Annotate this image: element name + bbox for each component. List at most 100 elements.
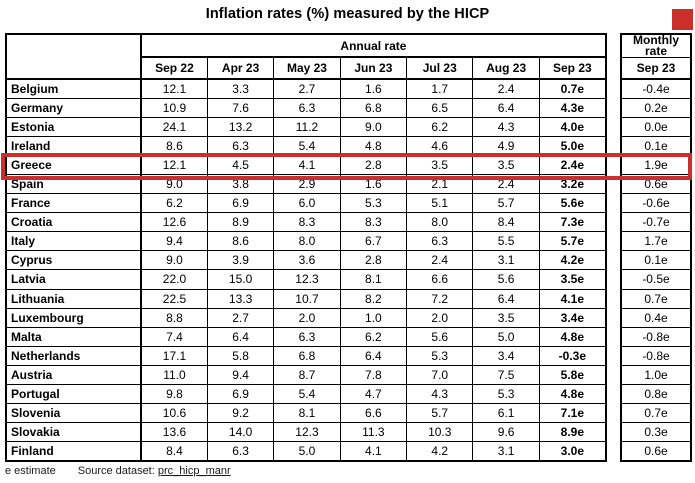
month-header: Jun 23 <box>339 56 408 80</box>
value-cell: 6.2 <box>406 116 474 137</box>
value-cell: 6.6 <box>339 403 408 424</box>
value-cell: 24.1 <box>140 116 208 137</box>
value-cell: 4.3 <box>406 383 474 405</box>
value-cell: 2.4 <box>406 250 474 271</box>
country-cell: Austria <box>5 364 142 386</box>
annual-rate-header: Annual rate <box>140 33 607 58</box>
table-row: 0.6e <box>620 441 692 462</box>
value-cell: 2.1 <box>406 173 474 195</box>
table-row: 0.8e <box>620 383 692 405</box>
monthly-value-cell: 0.1e <box>620 250 692 271</box>
monthly-month-row: Sep 23 <box>620 57 692 80</box>
value-cell: 17.1 <box>140 345 208 366</box>
country-cell: Germany <box>5 97 142 118</box>
value-cell: 5.5 <box>472 231 540 252</box>
value-cell: 2.8 <box>339 250 408 271</box>
monthly-value-cell: 0.7e <box>620 403 692 424</box>
value-cell: 2.4 <box>472 78 540 99</box>
table-row: Malta 7.4 6.4 6.3 6.2 5.6 5.0 4.8e <box>5 326 607 347</box>
table-row: 0.7e <box>620 288 692 309</box>
monthly-value-cell: -0.8e <box>620 345 692 366</box>
value-cell: 6.3 <box>206 135 275 156</box>
value-cell: 10.7 <box>273 288 341 309</box>
table-row: 0.0e <box>620 116 692 137</box>
footer: e estimate Source dataset: prc_hicp_manr <box>5 465 231 477</box>
table-row: Slovenia 10.6 9.2 8.1 6.6 5.7 6.1 7.1e <box>5 403 607 424</box>
value-cell: 7.0 <box>406 364 474 386</box>
value-cell: 6.2 <box>339 326 408 347</box>
monthly-value-cell: -0.8e <box>620 326 692 347</box>
source-link[interactable]: prc_hicp_manr <box>157 465 231 477</box>
estimate-note: e estimate <box>5 465 56 477</box>
table-row: 0.3e <box>620 422 692 443</box>
value-cell: 5.6e <box>538 193 607 214</box>
value-cell: 13.2 <box>206 116 275 137</box>
value-cell: 6.8 <box>273 345 341 366</box>
value-cell: 13.3 <box>206 288 275 309</box>
monthly-value-cell: 0.1e <box>620 135 692 156</box>
value-cell: 5.0e <box>538 135 607 156</box>
country-cell: Belgium <box>5 78 142 99</box>
table-row: 0.1e <box>620 250 692 271</box>
table-row: 0.4e <box>620 307 692 328</box>
country-cell: Slovenia <box>5 403 142 424</box>
monthly-value-cell: 0.7e <box>620 288 692 309</box>
table-row: Estonia 24.1 13.2 11.2 9.0 6.2 4.3 4.0e <box>5 116 607 137</box>
country-cell: Estonia <box>5 116 142 137</box>
table-row: Netherlands 17.1 5.8 6.8 6.4 5.3 3.4 -0.3e <box>5 345 607 366</box>
value-cell: 8.3 <box>339 212 408 233</box>
value-cell: 6.4 <box>206 326 275 347</box>
table-row: Austria 11.0 9.4 8.7 7.8 7.0 7.5 5.8e <box>5 364 607 386</box>
value-cell: 11.2 <box>273 116 341 137</box>
month-header-row: Sep 22 Apr 23 May 23 Jun 23 Jul 23 Aug 2… <box>6 56 607 80</box>
country-cell: Ireland <box>5 135 142 156</box>
value-cell: 9.0 <box>339 116 408 137</box>
value-cell: 4.1 <box>273 154 341 175</box>
value-cell: 3.6 <box>273 250 341 271</box>
table-row: Finland 8.4 6.3 5.0 4.1 4.2 3.1 3.0e <box>5 441 607 462</box>
monthly-value-cell: 0.0e <box>620 116 692 137</box>
value-cell: 2.0 <box>273 307 341 328</box>
month-header: Aug 23 <box>472 56 540 80</box>
month-header: Sep 22 <box>140 56 208 80</box>
value-cell: 3.2e <box>538 173 607 195</box>
value-cell: 4.3e <box>538 97 607 118</box>
value-cell: 8.1 <box>339 269 408 290</box>
table-row: 1.0e <box>620 364 692 386</box>
table-row: -0.5e <box>620 269 692 290</box>
value-cell: 3.8 <box>206 173 275 195</box>
monthly-rate-header: Monthly rate <box>620 33 692 58</box>
table-row: Luxembourg 8.8 2.7 2.0 1.0 2.0 3.5 3.4e <box>5 307 607 328</box>
value-cell: 6.1 <box>472 403 540 424</box>
monthly-value-cell: 1.0e <box>620 364 692 386</box>
value-cell: 12.1 <box>140 154 208 175</box>
table-row: 0.2e <box>620 97 692 118</box>
monthly-value-cell: -0.6e <box>620 193 692 214</box>
value-cell: 8.9e <box>538 422 607 443</box>
page-title: Inflation rates (%) measured by the HICP <box>205 6 490 22</box>
source-label: Source dataset: <box>77 465 155 477</box>
value-cell: 6.2 <box>140 193 208 214</box>
table-row: Latvia 22.0 15.0 12.3 8.1 6.6 5.6 3.5e <box>5 269 607 290</box>
value-cell: 5.3 <box>406 345 474 366</box>
monthly-value-cell: 0.8e <box>620 383 692 405</box>
value-cell: 8.6 <box>206 231 275 252</box>
value-cell: 4.2 <box>406 441 474 462</box>
country-cell: Italy <box>5 231 142 252</box>
table-row: Slovakia 13.6 14.0 12.3 11.3 10.3 9.6 8.9e <box>5 422 607 443</box>
table-row: Spain 9.0 3.8 2.9 1.6 2.1 2.4 3.2e <box>5 173 607 195</box>
value-cell: 3.5 <box>406 154 474 175</box>
value-cell: 6.3 <box>206 441 275 462</box>
value-cell: 9.4 <box>206 364 275 386</box>
value-cell: 9.0 <box>140 250 208 271</box>
value-cell: 12.6 <box>140 212 208 233</box>
monthly-value-cell: -0.7e <box>620 212 692 233</box>
monthly-value-cell: 1.9e <box>620 154 692 175</box>
value-cell: 12.3 <box>273 422 341 443</box>
country-cell: Slovakia <box>5 422 142 443</box>
value-cell: 4.1e <box>538 288 607 309</box>
value-cell: 22.0 <box>140 269 208 290</box>
value-cell: 2.7 <box>206 307 275 328</box>
value-cell: 6.4 <box>472 288 540 309</box>
